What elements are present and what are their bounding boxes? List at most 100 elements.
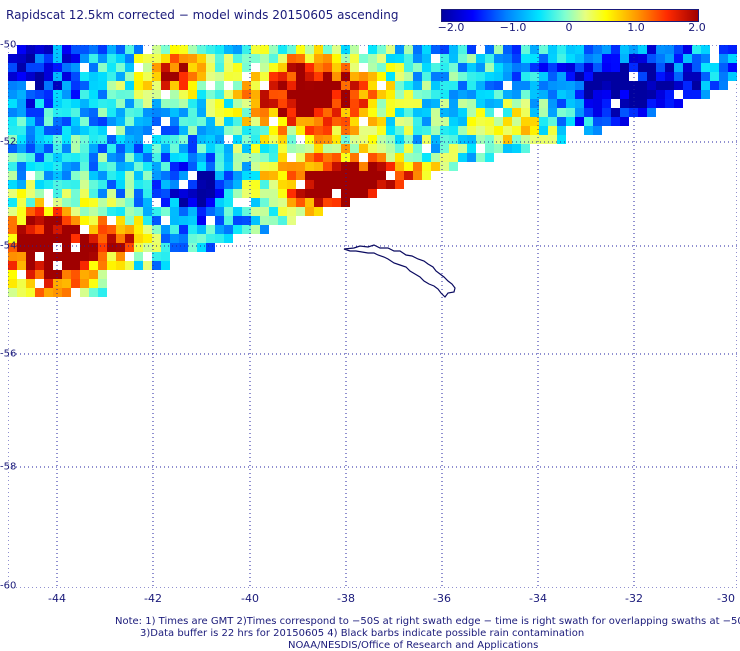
swath-cell	[602, 63, 611, 72]
swath-cell	[143, 54, 152, 63]
swath-cell	[341, 90, 350, 99]
swath-cell	[170, 225, 179, 234]
swath-cell	[332, 63, 341, 72]
swath-cell	[350, 72, 359, 81]
swath-cell	[593, 108, 602, 117]
swath-cell	[602, 54, 611, 63]
swath-cell	[179, 108, 188, 117]
swath-cell	[17, 135, 26, 144]
swath-cell	[116, 261, 125, 270]
swath-cell	[170, 45, 179, 54]
swath-cell	[305, 45, 314, 54]
swath-cell	[143, 198, 152, 207]
swath-cell	[71, 126, 80, 135]
swath-cell	[80, 207, 89, 216]
swath-cell	[638, 108, 647, 117]
swath-cell	[467, 81, 476, 90]
swath-cell	[368, 117, 377, 126]
swath-cell	[458, 135, 467, 144]
swath-cell	[62, 144, 71, 153]
swath-cell	[530, 135, 539, 144]
swath-cell	[539, 117, 548, 126]
swath-cell	[530, 108, 539, 117]
swath-cell	[431, 117, 440, 126]
swath-cell	[548, 108, 557, 117]
swath-cell	[323, 198, 332, 207]
swath-cell	[197, 117, 206, 126]
swath-cell	[26, 288, 35, 297]
swath-cell	[98, 198, 107, 207]
swath-cell	[107, 162, 116, 171]
swath-cell	[35, 180, 44, 189]
swath-cell	[152, 216, 161, 225]
swath-cell	[35, 207, 44, 216]
swath-cell	[53, 162, 62, 171]
swath-cell	[89, 126, 98, 135]
swath-cell	[701, 63, 710, 72]
swath-cell	[701, 90, 710, 99]
swath-cell	[575, 81, 584, 90]
swath-cell	[584, 90, 593, 99]
swath-cell	[224, 162, 233, 171]
swath-cell	[260, 225, 269, 234]
swath-cell	[602, 108, 611, 117]
swath-cell	[611, 54, 620, 63]
swath-cell	[80, 135, 89, 144]
swath-cell	[98, 117, 107, 126]
swath-cell	[287, 72, 296, 81]
swath-cell	[44, 225, 53, 234]
swath-cell	[674, 45, 683, 54]
swath-cell	[35, 144, 44, 153]
swath-cell	[125, 144, 134, 153]
swath-cell	[413, 63, 422, 72]
swath-cell	[53, 270, 62, 279]
swath-cell	[8, 99, 17, 108]
swath-cell	[251, 189, 260, 198]
swath-cell	[8, 162, 17, 171]
swath-cell	[368, 135, 377, 144]
swath-cell	[611, 117, 620, 126]
swath-cell	[242, 63, 251, 72]
swath-cell	[206, 198, 215, 207]
swath-cell	[593, 63, 602, 72]
swath-cell	[665, 90, 674, 99]
swath-cell	[206, 171, 215, 180]
swath-cell	[458, 45, 467, 54]
swath-cell	[413, 153, 422, 162]
swath-cell	[206, 207, 215, 216]
swath-cell	[449, 54, 458, 63]
swath-cell	[593, 54, 602, 63]
swath-cell	[143, 108, 152, 117]
swath-cell	[206, 243, 215, 252]
swath-cell	[449, 153, 458, 162]
swath-cell	[134, 153, 143, 162]
swath-cell	[575, 117, 584, 126]
swath-cell	[17, 81, 26, 90]
swath-cell	[323, 180, 332, 189]
swath-cell	[197, 63, 206, 72]
swath-cell	[134, 144, 143, 153]
swath-cell	[8, 288, 17, 297]
swath-cell	[521, 99, 530, 108]
swath-cell	[188, 135, 197, 144]
swath-cell	[287, 207, 296, 216]
swath-cell	[179, 171, 188, 180]
swath-cell	[314, 54, 323, 63]
colorbar-tick-label: −1.0	[499, 21, 527, 34]
swath-cell	[647, 45, 656, 54]
swath-cell	[332, 144, 341, 153]
swath-cell	[305, 81, 314, 90]
swath-cell	[8, 180, 17, 189]
swath-cell	[215, 108, 224, 117]
swath-cell	[467, 54, 476, 63]
swath-cell	[575, 99, 584, 108]
swath-cell	[125, 54, 134, 63]
swath-cell	[161, 207, 170, 216]
swath-cell	[278, 126, 287, 135]
swath-cell	[431, 90, 440, 99]
swath-cell	[512, 117, 521, 126]
swath-cell	[305, 126, 314, 135]
swath-cell	[134, 162, 143, 171]
swath-cell	[53, 90, 62, 99]
swath-cell	[62, 261, 71, 270]
